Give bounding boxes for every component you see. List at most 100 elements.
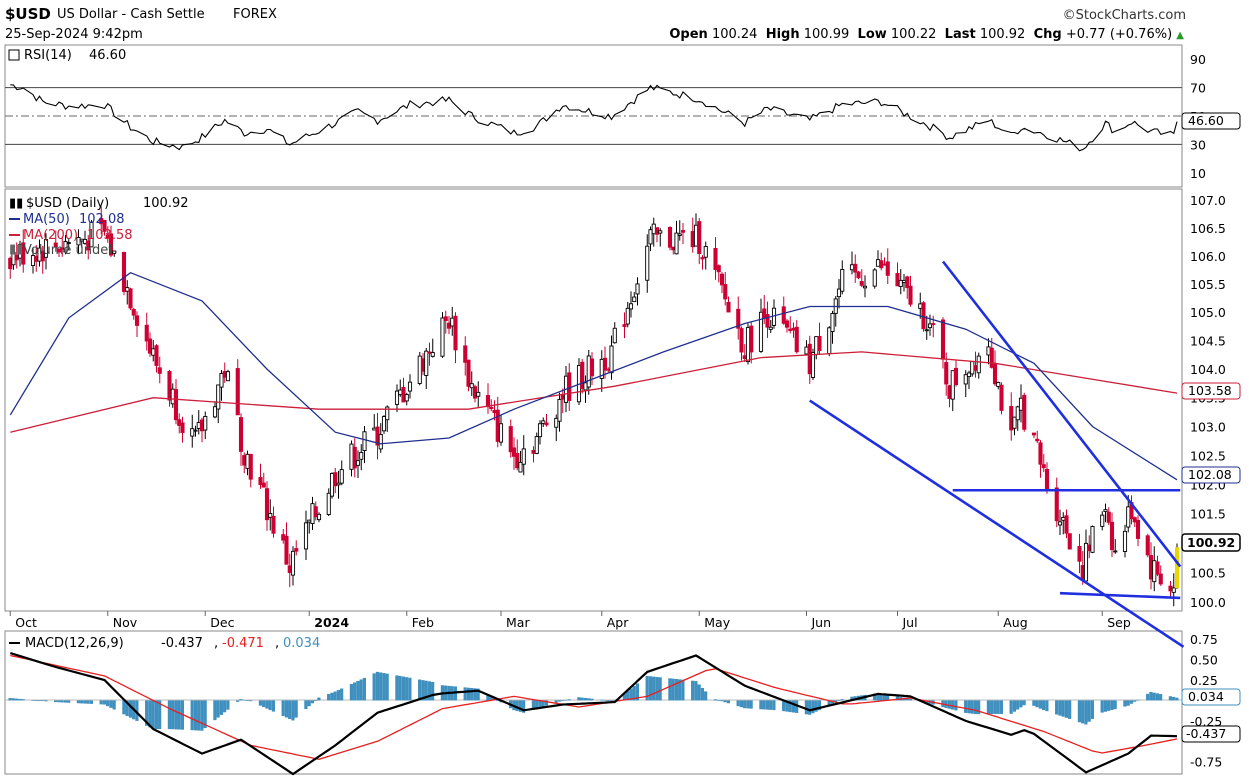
- candle: [258, 463, 263, 489]
- month-label: Aug: [1003, 615, 1027, 630]
- candle: [992, 350, 998, 386]
- macd-hist-bar: [216, 700, 220, 718]
- month-label: Nov: [113, 615, 138, 630]
- candle: [362, 426, 367, 464]
- macd-hist-bar: [239, 699, 243, 701]
- candle: [1018, 384, 1024, 423]
- candle: [196, 410, 201, 435]
- macd-hist-bar: [1113, 700, 1117, 710]
- candle: [466, 359, 471, 392]
- trendline: [1059, 591, 1181, 600]
- macd-hist-bar: [336, 690, 340, 701]
- macd-hist-bar: [704, 691, 708, 701]
- candle: [632, 292, 637, 303]
- macd-hist-bar: [795, 700, 799, 713]
- macd-hist-bar: [970, 700, 974, 714]
- candle: [1129, 495, 1134, 525]
- macd-hist-bar: [967, 700, 971, 714]
- macd-hist-bar: [791, 700, 795, 713]
- candle: [242, 452, 247, 474]
- candle: [713, 237, 718, 280]
- macd-hist-bar: [632, 686, 636, 701]
- macd-hist-bar: [21, 699, 25, 701]
- macd-hist-bar: [307, 700, 311, 707]
- candle: [1057, 509, 1063, 536]
- last-price-badge-text: 100.92: [1187, 535, 1235, 550]
- candle: [261, 472, 266, 488]
- macd-hist-bar: [330, 692, 334, 701]
- candle: [154, 344, 159, 373]
- macd-hist-bar: [674, 679, 678, 701]
- candle: [372, 414, 377, 431]
- candle: [807, 335, 812, 384]
- candle: [56, 248, 62, 257]
- macd-hist-bar: [606, 700, 610, 702]
- candle: [112, 250, 117, 257]
- macd-hist-bar: [60, 700, 64, 703]
- candle: [1148, 542, 1154, 590]
- rsi-line: [10, 84, 1178, 152]
- macd-hist-bar: [713, 699, 717, 701]
- macd-hist-bar: [765, 700, 769, 710]
- candle: [131, 307, 136, 320]
- candle: [303, 510, 309, 560]
- candle: [693, 213, 699, 247]
- macd-hist-bar: [245, 700, 249, 702]
- macd-hist-bar: [200, 700, 204, 731]
- macd-hist-bar: [590, 698, 594, 701]
- macd-hist-bar: [314, 700, 318, 702]
- candle: [583, 375, 588, 403]
- candle: [381, 415, 387, 434]
- macd-hist-bar: [1103, 700, 1107, 712]
- price-tick-label: 100.5: [1190, 565, 1226, 580]
- candle: [420, 353, 426, 376]
- rsi-tick-label: 90: [1190, 52, 1206, 67]
- ma50-badge: 102.08: [1181, 466, 1241, 484]
- macd-hist-bar: [726, 700, 730, 704]
- macd-hist-bar: [717, 700, 721, 701]
- macd-hist-bar: [788, 700, 792, 713]
- macd-hist-bar: [80, 700, 84, 704]
- candle: [440, 312, 445, 358]
- candle: [1174, 543, 1180, 590]
- macd-hist-bar: [1129, 700, 1133, 704]
- candle: [375, 412, 380, 460]
- candle: [628, 291, 634, 318]
- macd-hist-bar: [362, 677, 366, 701]
- candle: [238, 413, 244, 466]
- candle: [268, 499, 273, 531]
- macd-hist-bar: [1087, 700, 1091, 722]
- candle: [531, 446, 536, 463]
- low-label: Low: [857, 27, 887, 42]
- macd-tick-label: 0.50: [1190, 653, 1218, 668]
- candle: [840, 260, 845, 295]
- candle: [986, 338, 991, 365]
- candle: [1171, 573, 1176, 607]
- macd-hist-bar: [145, 700, 149, 726]
- candle: [723, 271, 728, 306]
- macd-hist-bar: [291, 700, 295, 721]
- candle: [450, 306, 455, 336]
- ma200-badge-text: 103.58: [1188, 383, 1232, 398]
- candle: [1168, 581, 1173, 597]
- macd-hist-bar: [431, 681, 435, 701]
- macd-hist-bar: [167, 700, 171, 730]
- macd-value-badge-box: [1181, 725, 1241, 743]
- candle: [950, 370, 955, 412]
- macd-hist-bar: [840, 699, 844, 701]
- macd-hist-bar: [340, 688, 344, 701]
- macd-hist-bar: [1146, 693, 1150, 701]
- macd-hist-bar: [385, 673, 389, 701]
- candle: [973, 351, 978, 378]
- macd-hist-bar: [700, 687, 704, 701]
- macd-hist-bar: [583, 697, 587, 701]
- macd-hist-bar: [1019, 700, 1023, 708]
- candle: [576, 358, 582, 405]
- macd-hist-bar: [1077, 700, 1081, 723]
- macd-hist-bar: [668, 678, 672, 701]
- candle: [476, 381, 481, 407]
- chg-label: Chg: [1033, 27, 1062, 42]
- price-tick-label: 103.0: [1190, 419, 1226, 434]
- macd-hist-bar: [349, 683, 353, 701]
